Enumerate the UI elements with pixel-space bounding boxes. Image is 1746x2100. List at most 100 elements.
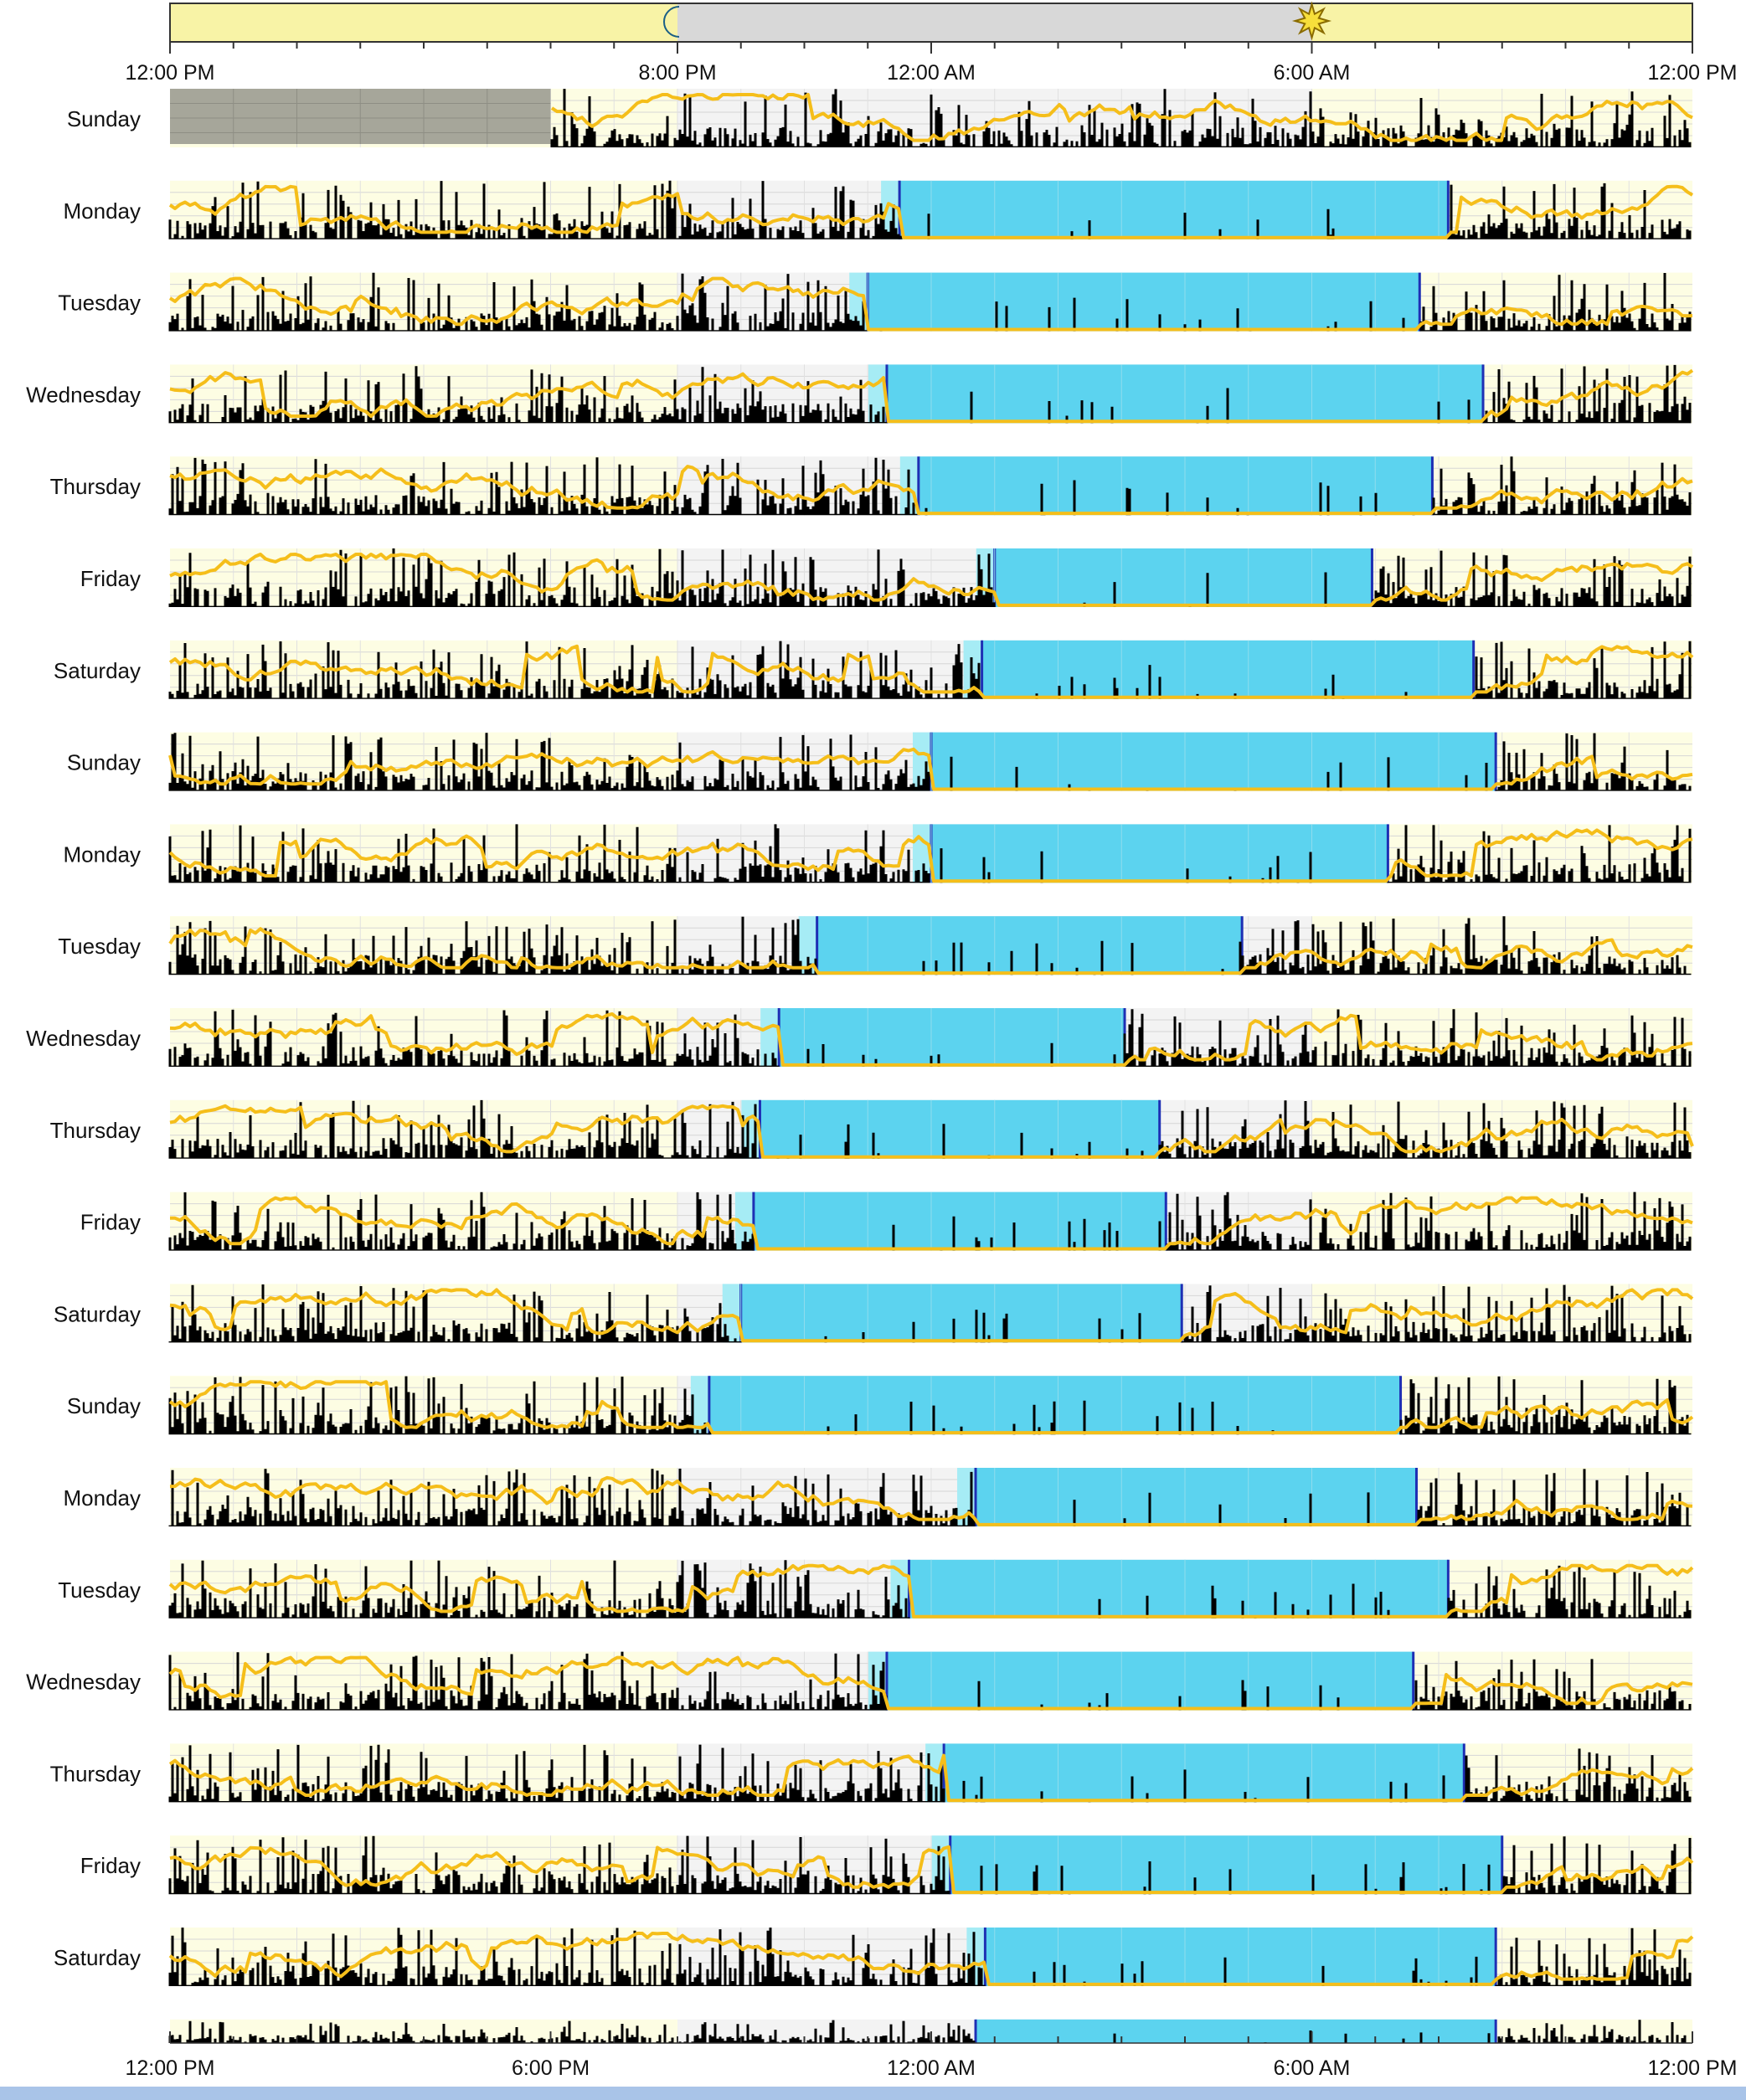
row-day-label: Thursday bbox=[50, 1761, 141, 1786]
axis-tick-label: 8:00 PM bbox=[638, 61, 716, 85]
row-day-label: Sunday bbox=[67, 106, 141, 131]
day-row: Saturday bbox=[54, 1284, 1694, 1343]
row-day-label: Friday bbox=[80, 1853, 141, 1878]
sleep-onset-fringe bbox=[798, 916, 817, 975]
row-day-label: Wednesday bbox=[26, 1026, 141, 1051]
light-trace bbox=[169, 553, 1694, 607]
axis-tick-label: 12:00 PM bbox=[1647, 2056, 1737, 2080]
sleep-period bbox=[976, 1468, 1417, 1526]
sun-shape bbox=[1291, 1, 1332, 41]
day-row: Monday bbox=[64, 180, 1694, 239]
row-day-label: Tuesday bbox=[58, 934, 141, 959]
sleep-period bbox=[918, 456, 1433, 516]
sun-icon bbox=[1291, 1, 1332, 41]
sleep-onset-fringe bbox=[881, 180, 900, 239]
day-row: Saturday bbox=[54, 1928, 1694, 1986]
day-row: Monday bbox=[64, 824, 1693, 883]
activity-bars bbox=[168, 1009, 1692, 1067]
day-row: Wednesday bbox=[26, 1651, 1693, 1711]
sleep-period bbox=[753, 1192, 1167, 1251]
moon-icon bbox=[663, 6, 680, 38]
activity-bars bbox=[168, 1469, 1692, 1526]
sleep-period bbox=[760, 1099, 1160, 1159]
day-row: Thursday bbox=[50, 456, 1693, 516]
light-trace bbox=[168, 644, 1694, 699]
axis-tick-label: 6:00 AM bbox=[1274, 61, 1351, 85]
sleep-period bbox=[779, 1008, 1125, 1067]
light-trace bbox=[168, 828, 1693, 883]
row-day-label: Saturday bbox=[54, 1301, 141, 1326]
row-day-label: Tuesday bbox=[58, 1578, 141, 1603]
sleep-period bbox=[944, 1743, 1465, 1803]
day-row: Monday bbox=[64, 1468, 1693, 1526]
axis-tick-label: 12:00 AM bbox=[887, 2056, 976, 2080]
light-trace bbox=[168, 276, 1693, 332]
day-rows: Sunday Monday Tuesday Wednesday Thursday Frid… bbox=[26, 89, 1694, 2043]
row-day-label: Saturday bbox=[54, 658, 141, 683]
top-time-axis: 12:00 PM 8:00 PM 12:00 AM 6:00 AM 12:00 PM bbox=[125, 41, 1738, 85]
row-day-label: Monday bbox=[64, 842, 142, 867]
sleep-period bbox=[950, 1835, 1502, 1895]
light-trace bbox=[168, 1932, 1694, 1986]
sleep-period bbox=[899, 180, 1449, 239]
row-day-label: Monday bbox=[64, 198, 142, 224]
sleep-period bbox=[868, 272, 1420, 332]
light-trace bbox=[169, 368, 1694, 424]
moon-shape bbox=[663, 6, 680, 38]
row-day-label: Wednesday bbox=[26, 1670, 141, 1695]
window-status-strip bbox=[0, 2087, 1746, 2100]
day-row: Sunday bbox=[67, 1376, 1694, 1435]
light-trace bbox=[168, 747, 1693, 791]
light-trace bbox=[168, 927, 1693, 975]
activity-bars bbox=[168, 1192, 1692, 1251]
row-day-label: Sunday bbox=[67, 750, 141, 775]
day-row: Thursday bbox=[50, 1099, 1694, 1159]
light-trace bbox=[169, 1845, 1694, 1895]
row-day-label: Tuesday bbox=[58, 291, 141, 316]
sleep-period bbox=[816, 916, 1243, 975]
row-day-label: Sunday bbox=[67, 1393, 141, 1418]
light-trace bbox=[550, 93, 1693, 142]
day-row: Friday bbox=[80, 1192, 1693, 1251]
light-trace bbox=[170, 1196, 1693, 1251]
day-row: Saturday bbox=[54, 640, 1694, 699]
row-day-label: Wednesday bbox=[26, 382, 141, 407]
day-row: Friday bbox=[80, 548, 1694, 607]
sleep-period bbox=[985, 1928, 1496, 1986]
activity-bars bbox=[168, 1928, 1692, 1986]
sleep-period bbox=[740, 1284, 1182, 1343]
axis-tick-label: 12:00 PM bbox=[1647, 61, 1737, 85]
light-trace bbox=[169, 1288, 1694, 1343]
activity-bars bbox=[168, 1835, 1692, 1895]
day-row: Tuesday bbox=[58, 1559, 1694, 1619]
row-day-label: Friday bbox=[80, 1210, 141, 1235]
axis-tick-label: 6:00 PM bbox=[512, 2056, 590, 2080]
activity-bars bbox=[168, 1744, 1692, 1803]
axis-tick-label: 12:00 PM bbox=[125, 2056, 214, 2080]
day-row: Sunday bbox=[67, 732, 1693, 791]
day-row: Wednesday bbox=[26, 364, 1694, 424]
axis-tick-label: 12:00 AM bbox=[887, 61, 976, 85]
sleep-onset-fringe bbox=[722, 1284, 741, 1343]
sleep-onset-fringe bbox=[760, 1008, 780, 1067]
light-trace bbox=[169, 1012, 1693, 1067]
daylight-bar bbox=[169, 1, 1693, 43]
light-trace bbox=[169, 465, 1693, 516]
activity-bars bbox=[168, 824, 1692, 883]
sleep-period bbox=[886, 1651, 1414, 1711]
day-row: Sunday bbox=[67, 89, 1693, 147]
sleep-onset-fringe bbox=[690, 1376, 709, 1435]
activity-bars bbox=[168, 733, 1692, 791]
day-row: Tuesday bbox=[58, 916, 1693, 975]
day-row: Friday bbox=[80, 1835, 1694, 1895]
activity-bars bbox=[168, 548, 1692, 607]
axis-tick-label: 6:00 AM bbox=[1274, 2056, 1351, 2080]
sleep-period bbox=[994, 548, 1373, 607]
bottom-time-axis: 12:00 PM 6:00 PM 12:00 AM 6:00 AM 12:00 PM bbox=[125, 2031, 1738, 2080]
row-day-label: Thursday bbox=[50, 474, 141, 499]
activity-bars bbox=[168, 1560, 1692, 1619]
sleep-period bbox=[976, 2019, 1496, 2043]
row-day-label: Saturday bbox=[54, 1945, 141, 1970]
light-trace bbox=[168, 1753, 1694, 1803]
